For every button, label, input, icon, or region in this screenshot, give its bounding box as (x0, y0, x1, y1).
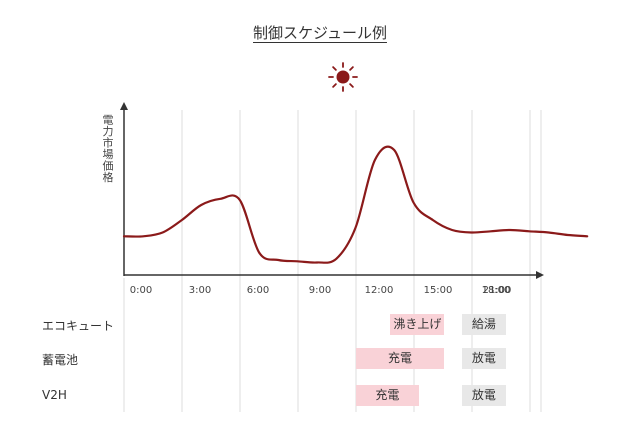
price-curve (122, 145, 589, 264)
schedule-bar: 放電 (461, 348, 507, 369)
sun-ray (349, 66, 354, 71)
axes (120, 102, 544, 279)
sun-ray (332, 83, 337, 88)
schedule-bar: 給湯 (461, 314, 507, 335)
x-tick-label: 21:00 (482, 285, 512, 296)
device-label: 蓄電池 (42, 353, 79, 367)
x-tick-label: 18:00 (481, 285, 511, 296)
schedule-bar: 充電 (355, 385, 420, 406)
schedule-bar: 充電 (355, 348, 445, 369)
x-tick-label: 9:00 (308, 285, 332, 296)
device-label: V2H (42, 388, 67, 402)
x-tick-label: 15:00 (423, 285, 453, 296)
x-tick-label: 3:00 (188, 285, 212, 296)
x-tick-label: 12:00 (364, 285, 394, 296)
sun-disc (336, 70, 350, 84)
diagram-title: 制御スケジュール例 (253, 24, 387, 42)
sun-ray (332, 66, 337, 71)
y-axis-arrow (120, 102, 128, 110)
sun-ray (349, 83, 354, 88)
sun-icon (328, 62, 358, 92)
schedule-bar: 放電 (461, 385, 507, 406)
schedule-bar: 沸き上げ (390, 314, 445, 335)
x-tick-label: 0:00 (129, 285, 153, 296)
device-label: エコキュート (42, 319, 115, 333)
x-tick-label: 6:00 (246, 285, 270, 296)
x-axis-arrow (536, 271, 544, 279)
y-axis-label: 電力市場価格 (101, 114, 114, 183)
